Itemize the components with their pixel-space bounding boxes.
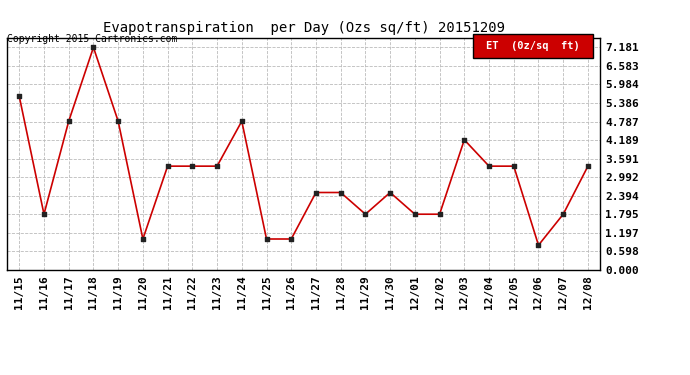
Point: [558, 211, 569, 217]
Point: [39, 211, 50, 217]
Point: [582, 163, 593, 169]
Point: [187, 163, 198, 169]
Title: Evapotranspiration  per Day (Ozs sq/ft) 20151209: Evapotranspiration per Day (Ozs sq/ft) 2…: [103, 21, 504, 35]
Point: [14, 93, 25, 99]
Point: [384, 189, 395, 195]
Point: [261, 236, 272, 242]
Point: [310, 189, 322, 195]
Point: [286, 236, 297, 242]
Point: [533, 242, 544, 248]
Point: [459, 137, 470, 143]
Point: [88, 44, 99, 50]
Point: [212, 163, 223, 169]
Point: [509, 163, 520, 169]
Text: ET  (0z/sq  ft): ET (0z/sq ft): [486, 41, 580, 51]
Point: [335, 189, 346, 195]
Point: [434, 211, 445, 217]
Point: [137, 236, 148, 242]
Point: [63, 118, 75, 124]
Point: [409, 211, 420, 217]
Point: [162, 163, 173, 169]
Text: Copyright 2015 Cartronics.com: Copyright 2015 Cartronics.com: [7, 34, 177, 44]
Point: [484, 163, 495, 169]
Point: [112, 118, 124, 124]
Point: [360, 211, 371, 217]
Point: [236, 118, 247, 124]
